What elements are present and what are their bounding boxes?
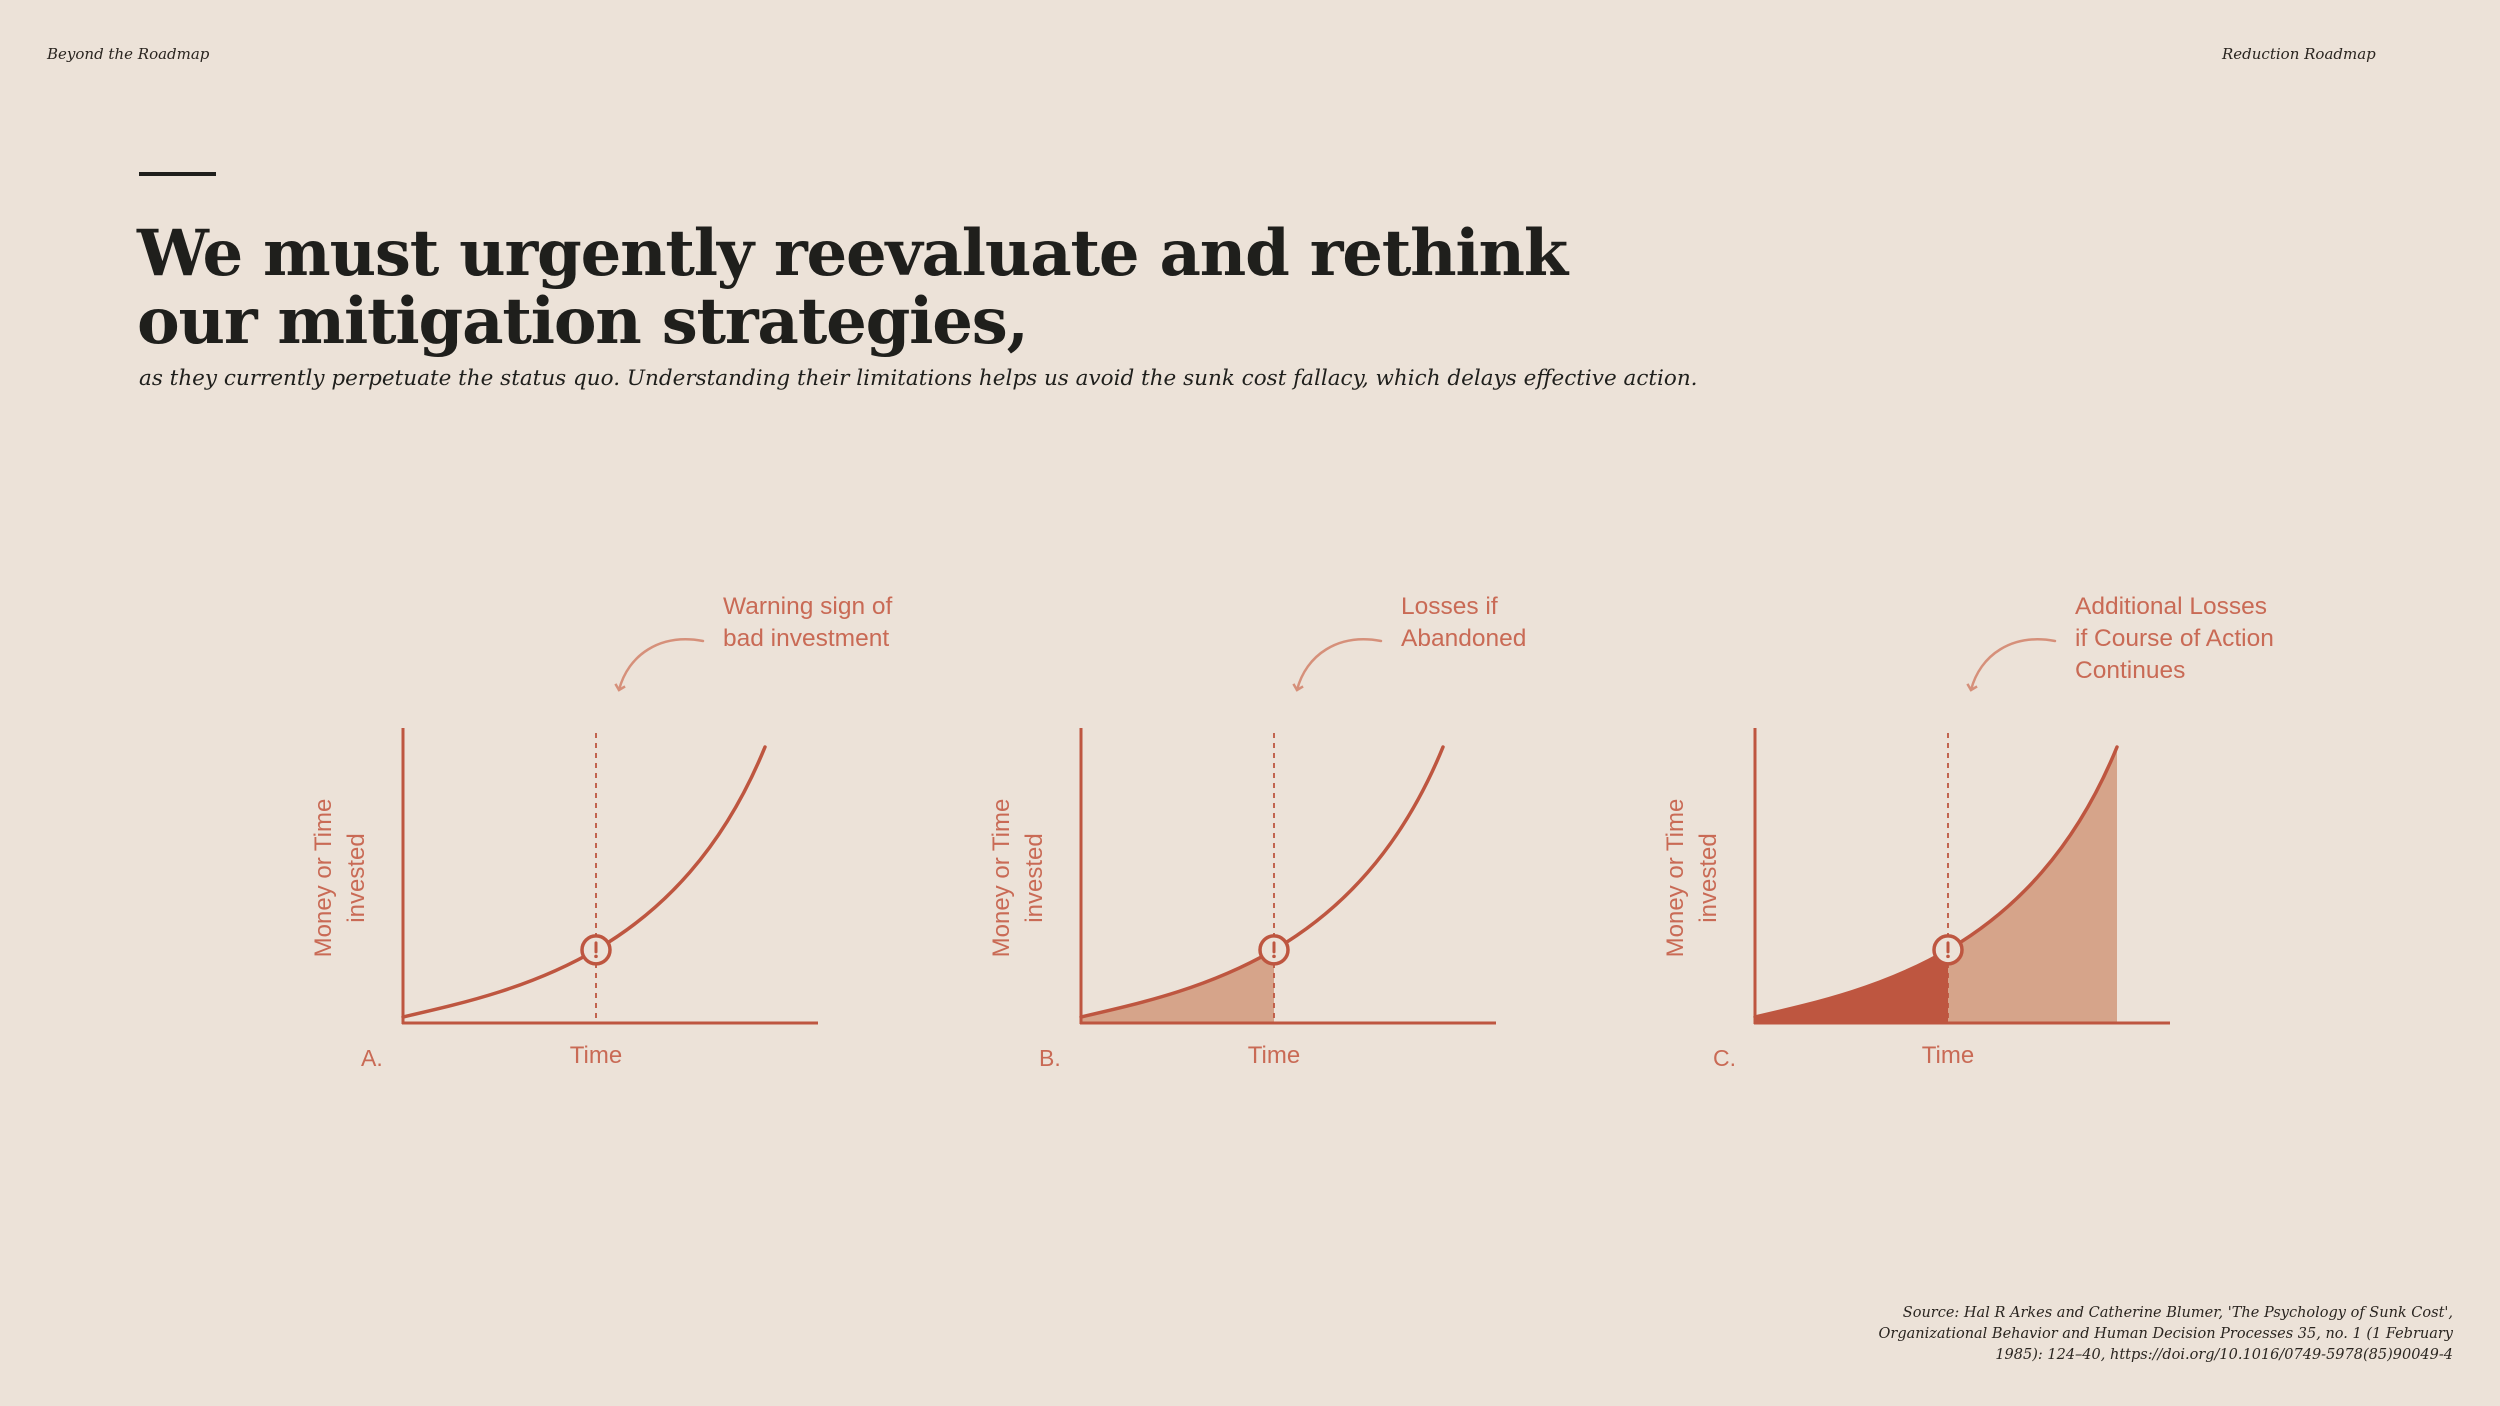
source-line-2: Organizational Behavior and Human Decisi…	[1878, 1326, 2454, 1342]
annotation-line: Continues	[2075, 657, 2185, 684]
annotation-line: Additional Losses	[2075, 593, 2267, 620]
panel-letter: A.	[361, 1045, 383, 1071]
x-axis-label: Time	[1922, 1042, 1974, 1069]
exclamation-icon	[1946, 941, 1950, 959]
title-line-1: We must urgently reevaluate and rethink	[137, 216, 1568, 291]
annotation-text: Losses if Abandoned	[1401, 593, 1526, 652]
panel-letter: B.	[1039, 1045, 1061, 1071]
annotation-text: Additional Losses if Course of Action Cont…	[2075, 593, 2274, 684]
annotation-line: Losses if	[1401, 593, 1498, 620]
panel-letter: C.	[1713, 1045, 1736, 1071]
annotation-line: Warning sign of	[723, 593, 893, 620]
annotation-arrow	[1292, 638, 1383, 692]
source-line-1: Source: Hal R Arkes and Catherine Blumer…	[1902, 1305, 2453, 1321]
annotation-line: bad investment	[723, 625, 889, 652]
annotation-line: if Course of Action	[2075, 625, 2274, 652]
diagram-panel: Losses if Abandoned Money or Time invested T…	[988, 593, 1526, 1071]
annotation-arrow	[1966, 638, 2057, 692]
investment-curve	[401, 745, 767, 1019]
y-axis-label-line: Money or Time	[310, 799, 337, 958]
annotation-line: Abandoned	[1401, 625, 1526, 652]
source-citation: Source: Hal R Arkes and Catherine Blumer…	[1753, 1303, 2454, 1366]
loss-area-before	[1081, 949, 1274, 1023]
loss-area-after	[1948, 747, 2117, 1023]
exclamation-icon	[1272, 941, 1276, 959]
y-axis-label: Money or Time invested	[310, 799, 370, 958]
y-axis-label-line: Money or Time	[988, 799, 1015, 958]
page-subtitle: as they currently perpetuate the status …	[139, 366, 1698, 391]
y-axis-label-line: invested	[1695, 833, 1722, 922]
x-axis-label: Time	[1248, 1042, 1300, 1069]
exclamation-icon	[594, 941, 598, 959]
annotation-text: Warning sign of bad investment	[723, 593, 893, 652]
header-right: Reduction Roadmap	[2222, 45, 2376, 63]
y-axis-label: Money or Time invested	[1662, 799, 1722, 958]
title-rule	[139, 172, 216, 176]
loss-area-before	[1755, 949, 1948, 1023]
y-axis-label-line: Money or Time	[1662, 799, 1689, 958]
page-title: We must urgently reevaluate and rethink …	[137, 220, 1837, 356]
header-left: Beyond the Roadmap	[47, 45, 210, 63]
source-line-3: 1985): 124–40, https://doi.org/10.1016/0…	[1995, 1347, 2453, 1363]
y-axis-label: Money or Time invested	[988, 799, 1048, 958]
y-axis-label-line: invested	[343, 833, 370, 922]
annotation-arrow	[614, 638, 705, 692]
x-axis-label: Time	[570, 1042, 622, 1069]
diagram-panel: Warning sign of bad investment Money or Ti…	[310, 593, 893, 1071]
diagram-panel: Additional Losses if Course of Action Cont…	[1662, 593, 2274, 1071]
y-axis-label-line: invested	[1021, 833, 1048, 922]
title-line-2: our mitigation strategies,	[137, 284, 1029, 359]
